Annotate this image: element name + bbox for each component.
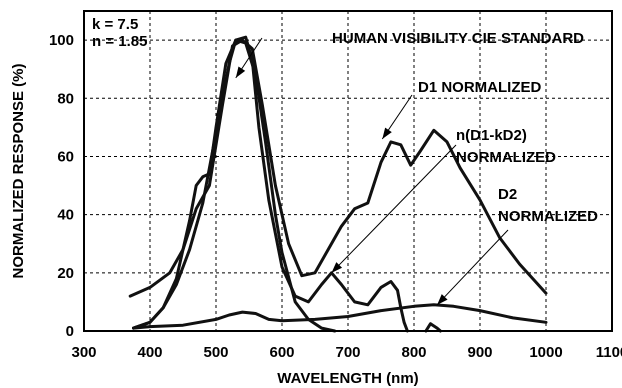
arrowhead-1 <box>382 127 392 139</box>
x-tick-label-300: 300 <box>71 344 96 361</box>
x-tick-label-1000: 1000 <box>529 344 562 361</box>
y-axis-title: NORMALIZED RESPONSE (%) <box>10 63 27 278</box>
x-tick-label-600: 600 <box>269 344 294 361</box>
series-d2-normalized <box>132 303 548 330</box>
annotation-n-d1-kd2-2: n(D1-kD2) <box>456 127 527 144</box>
y-tick-label-40: 40 <box>57 207 74 224</box>
arrowhead-3 <box>437 294 448 305</box>
param-n: n = 1.85 <box>92 33 147 50</box>
x-tick-label-400: 400 <box>137 344 162 361</box>
series-fragment-4 <box>424 322 442 333</box>
grid-layer <box>84 11 612 331</box>
y-tick-label-60: 60 <box>57 148 74 165</box>
x-tick-label-700: 700 <box>335 344 360 361</box>
y-tick-label-0: 0 <box>66 323 74 340</box>
y-tick-label-100: 100 <box>49 32 74 49</box>
leader-line-2 <box>331 144 457 274</box>
annotation-d2-3: D2 <box>498 186 517 203</box>
y-tick-label-80: 80 <box>57 90 74 107</box>
series-n-d1-kd2-normalized <box>132 35 409 333</box>
series-layer <box>128 35 548 333</box>
y-tick-label-20: 20 <box>57 265 74 282</box>
x-tick-label-900: 900 <box>467 344 492 361</box>
x-tick-label-800: 800 <box>401 344 426 361</box>
annotation-normalized-2: NORMALIZED <box>456 149 556 166</box>
annotation-normalized-3: NORMALIZED <box>498 208 598 225</box>
leader-layer <box>235 37 509 306</box>
x-tick-label-500: 500 <box>203 344 228 361</box>
annotation-d1-normalized-1: D1 NORMALIZED <box>418 79 542 96</box>
annotation-human-visibility-cie-standard-0: HUMAN VISIBILITY CIE STANDARD <box>332 30 584 47</box>
label-layer: WAVELENGTH (nm) NORMALIZED RESPONSE (%) k … <box>10 16 598 387</box>
arrowhead-2 <box>331 262 343 273</box>
plot-frame <box>83 10 613 332</box>
series-human-visibility-cie-standard <box>132 38 337 333</box>
leader-line-3 <box>436 229 509 306</box>
series-d1-normalized <box>128 38 548 298</box>
x-axis-title: WAVELENGTH (nm) <box>277 370 418 387</box>
param-k: k = 7.5 <box>92 16 138 33</box>
arrowhead-0 <box>235 66 246 78</box>
